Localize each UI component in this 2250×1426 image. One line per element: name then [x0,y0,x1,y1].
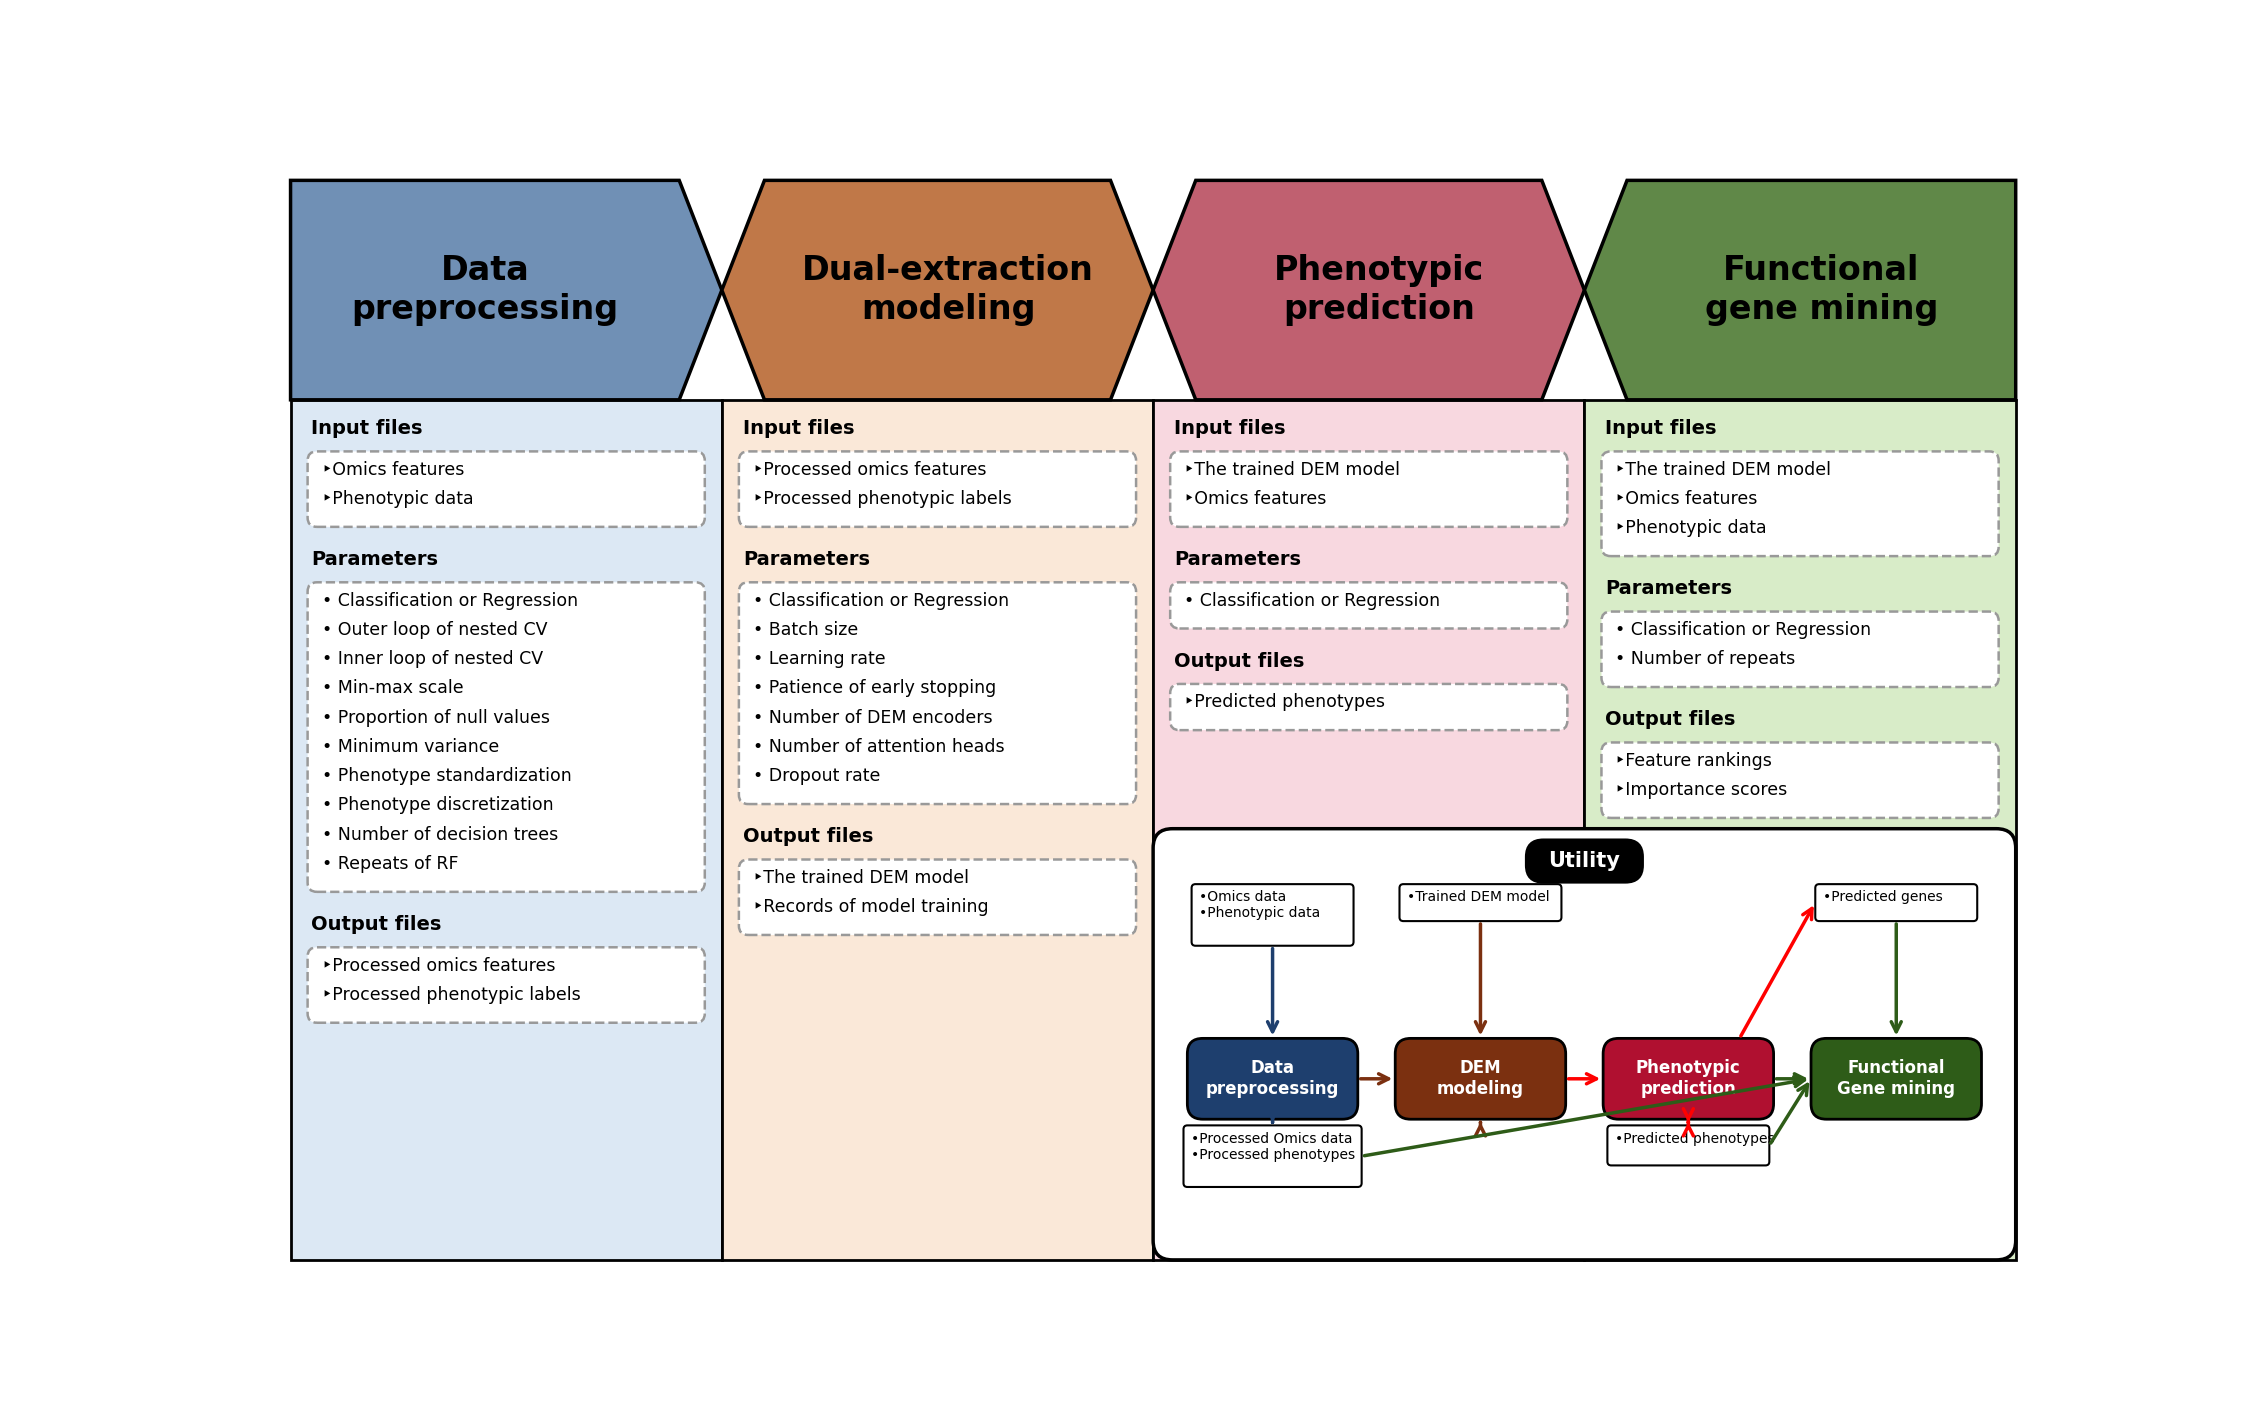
FancyBboxPatch shape [738,860,1136,935]
Polygon shape [1154,180,1584,399]
FancyBboxPatch shape [738,452,1136,526]
Text: ‣Processed phenotypic labels: ‣Processed phenotypic labels [754,491,1012,508]
Text: ‣Importance scores: ‣Importance scores [1616,781,1789,799]
Text: Functional
gene mining: Functional gene mining [1706,254,1937,325]
Text: • Outer loop of nested CV: • Outer loop of nested CV [322,620,547,639]
Text: • Classification or Regression: • Classification or Regression [1616,620,1872,639]
Text: • Number of attention heads: • Number of attention heads [754,737,1004,756]
Text: • Number of repeats: • Number of repeats [1616,650,1796,667]
Text: DEM
modeling: DEM modeling [1438,1060,1523,1098]
Text: • Dropout rate: • Dropout rate [754,767,880,786]
Text: ‣Predicted phenotypes: ‣Predicted phenotypes [1184,693,1386,712]
Text: Output files: Output files [1174,652,1305,670]
FancyBboxPatch shape [1816,884,1978,921]
Text: • Classification or Regression: • Classification or Regression [754,592,1008,609]
Text: • Phenotype discretization: • Phenotype discretization [322,796,554,814]
Text: • Inner loop of nested CV: • Inner loop of nested CV [322,650,542,667]
FancyBboxPatch shape [1154,829,2016,1261]
Text: Data
preprocessing: Data preprocessing [1206,1060,1339,1098]
FancyBboxPatch shape [1602,612,1998,687]
FancyBboxPatch shape [1602,452,1998,556]
FancyBboxPatch shape [1602,1038,1773,1119]
FancyBboxPatch shape [308,452,704,526]
Text: Input files: Input files [310,419,423,438]
Text: Input files: Input files [742,419,855,438]
Text: Functional
Gene mining: Functional Gene mining [1838,1060,1955,1098]
Text: ‣Omics features: ‣Omics features [322,461,464,479]
Text: Parameters: Parameters [742,550,871,569]
Text: Parameters: Parameters [1604,579,1732,599]
Text: ‣Phenotypic data: ‣Phenotypic data [1616,519,1766,538]
Text: ‣Omics features: ‣Omics features [1184,491,1328,508]
Text: ‣Processed phenotypic labels: ‣Processed phenotypic labels [322,985,580,1004]
Text: •Predicted genes: •Predicted genes [1823,890,1942,904]
Text: ‣Feature rankings: ‣Feature rankings [1616,752,1773,770]
FancyBboxPatch shape [1811,1038,1982,1119]
FancyBboxPatch shape [1395,1038,1566,1119]
Text: • Batch size: • Batch size [754,620,857,639]
Text: Utility: Utility [1548,851,1620,871]
FancyBboxPatch shape [1584,399,2016,1261]
Text: Output files: Output files [742,827,873,846]
Text: Output files: Output files [310,915,441,934]
Text: ‣The trained DEM model: ‣The trained DEM model [1184,461,1400,479]
Text: • Min-max scale: • Min-max scale [322,679,464,697]
Text: Parameters: Parameters [310,550,439,569]
Text: ‣Omics features: ‣Omics features [1616,491,1757,508]
FancyBboxPatch shape [290,399,722,1261]
Text: ‣The trained DEM model: ‣The trained DEM model [1616,461,1832,479]
Text: ‣Processed omics features: ‣Processed omics features [754,461,986,479]
Text: •Predicted phenotypes: •Predicted phenotypes [1616,1132,1775,1145]
FancyBboxPatch shape [1192,884,1354,945]
Text: Input files: Input files [1604,419,1717,438]
Text: •Trained DEM model: •Trained DEM model [1406,890,1550,904]
FancyBboxPatch shape [308,582,704,891]
Text: • Learning rate: • Learning rate [754,650,886,667]
Polygon shape [1584,180,2016,399]
FancyBboxPatch shape [1602,743,1998,819]
Text: Phenotypic
prediction: Phenotypic prediction [1273,254,1485,325]
Text: • Patience of early stopping: • Patience of early stopping [754,679,997,697]
FancyBboxPatch shape [1170,452,1568,526]
Text: • Phenotype standardization: • Phenotype standardization [322,767,572,786]
Text: •Processed Omics data
•Processed phenotypes: •Processed Omics data •Processed phenoty… [1190,1132,1354,1162]
Text: • Number of decision trees: • Number of decision trees [322,826,558,844]
FancyBboxPatch shape [1606,1125,1769,1165]
Text: • Repeats of RF: • Repeats of RF [322,854,459,873]
FancyBboxPatch shape [1170,582,1568,629]
Text: ‣Records of model training: ‣Records of model training [754,898,988,915]
Text: Output files: Output files [1604,710,1735,729]
Text: • Minimum variance: • Minimum variance [322,737,500,756]
FancyBboxPatch shape [1154,399,1584,1261]
Text: Dual-extraction
modeling: Dual-extraction modeling [803,254,1094,325]
FancyBboxPatch shape [1170,684,1568,730]
Text: Input files: Input files [1174,419,1285,438]
Text: • Classification or Regression: • Classification or Regression [1184,592,1440,609]
Text: • Proportion of null values: • Proportion of null values [322,709,549,727]
FancyBboxPatch shape [308,947,704,1022]
Polygon shape [722,180,1154,399]
Text: •Omics data
•Phenotypic data: •Omics data •Phenotypic data [1199,890,1321,921]
Text: ‣The trained DEM model: ‣The trained DEM model [754,868,970,887]
FancyBboxPatch shape [1400,884,1562,921]
Text: • Number of DEM encoders: • Number of DEM encoders [754,709,992,727]
Text: Data
preprocessing: Data preprocessing [351,254,619,325]
Polygon shape [290,180,722,399]
FancyBboxPatch shape [722,399,1154,1261]
Text: • Classification or Regression: • Classification or Regression [322,592,578,609]
Text: ‣Phenotypic data: ‣Phenotypic data [322,491,472,508]
Text: Parameters: Parameters [1174,550,1300,569]
Text: Phenotypic
prediction: Phenotypic prediction [1636,1060,1742,1098]
Text: ‣Processed omics features: ‣Processed omics features [322,957,556,974]
FancyBboxPatch shape [1526,840,1642,883]
FancyBboxPatch shape [1184,1125,1361,1186]
FancyBboxPatch shape [738,582,1136,804]
FancyBboxPatch shape [1188,1038,1357,1119]
